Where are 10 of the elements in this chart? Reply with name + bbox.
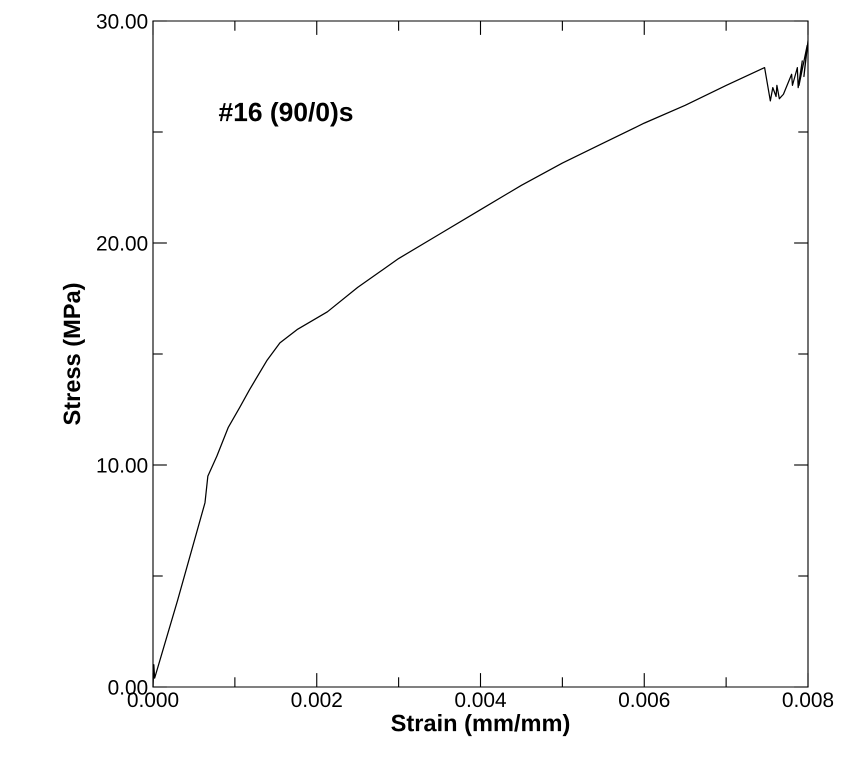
- y-axis-title: Stress (MPa): [62, 284, 85, 425]
- x-axis-title: Strain (mm/mm): [391, 714, 570, 736]
- y-tick-label: 10.00: [98, 458, 148, 473]
- x-tick-label: 0.008: [782, 692, 834, 708]
- x-tick-label: 0.002: [292, 692, 342, 708]
- annotation: #16 (90/0)s: [218, 102, 352, 127]
- x-tick-label: 0.006: [619, 692, 670, 708]
- y-tick-label: 30.00: [96, 14, 148, 29]
- x-tick-label: 0.004: [455, 692, 506, 708]
- y-tick-label: 20.00: [97, 236, 148, 251]
